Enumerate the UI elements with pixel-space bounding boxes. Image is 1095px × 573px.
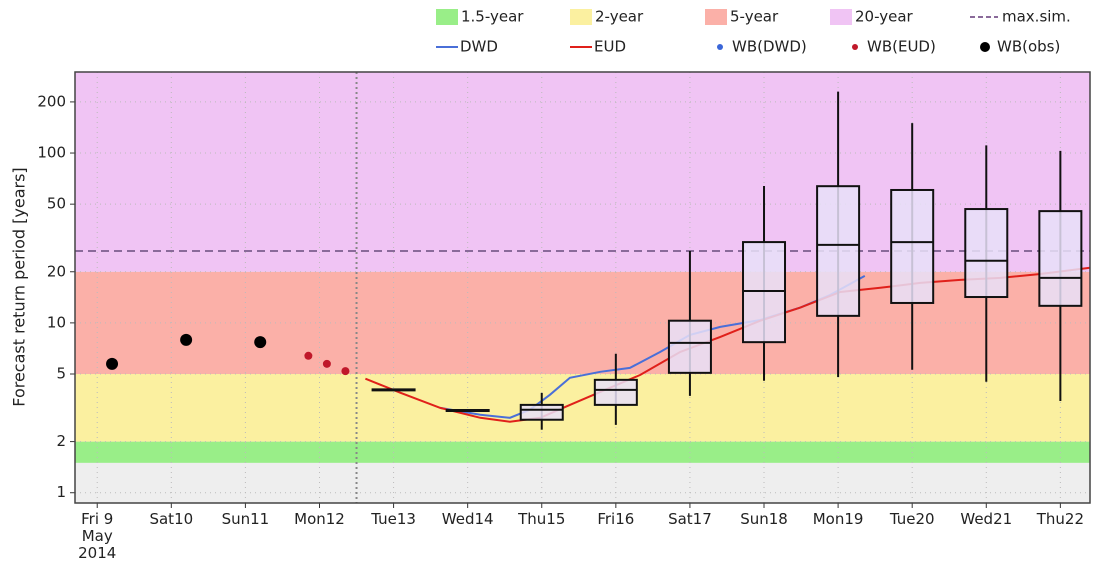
x-tick-label: Fri 9 May 2014 <box>78 510 116 562</box>
x-tick-label: Thu22 <box>1036 510 1084 528</box>
legend-swatch <box>717 44 723 50</box>
box <box>890 188 935 304</box>
plot-frame <box>74 71 1091 504</box>
x-tick-label: Fri16 <box>597 510 634 528</box>
legend-label: WB(EUD) <box>867 38 936 56</box>
x-tick-label: Tue13 <box>370 510 416 528</box>
y-tick-label: 2 <box>56 432 66 450</box>
x-tick-label: Wed21 <box>960 510 1012 528</box>
legend-swatch <box>436 9 458 25</box>
y-tick-label: 50 <box>47 195 66 213</box>
legend-label: 5-year <box>730 8 779 26</box>
legend-label: WB(obs) <box>997 38 1060 56</box>
y-tick-label: 1 <box>56 483 66 501</box>
x-tick-label: Sat17 <box>668 510 712 528</box>
point <box>180 333 193 346</box>
x-tick-label: Mon19 <box>813 510 864 528</box>
band <box>75 441 1090 463</box>
x-tick-label: Sat10 <box>149 510 193 528</box>
y-tick-label: 100 <box>37 144 66 162</box>
legend-label: 1.5-year <box>461 8 524 26</box>
legend-swatch <box>852 44 858 50</box>
legend-swatch <box>980 42 990 52</box>
point <box>254 336 267 349</box>
box <box>964 208 1009 299</box>
box <box>1038 210 1083 307</box>
box <box>667 319 712 374</box>
legend-label: DWD <box>460 38 498 56</box>
x-tick-label: Thu15 <box>517 510 565 528</box>
point <box>304 351 313 360</box>
x-tick-label: Wed14 <box>442 510 494 528</box>
box <box>742 241 787 344</box>
box <box>593 378 638 406</box>
x-tick-label: Sun11 <box>222 510 270 528</box>
point <box>341 367 350 376</box>
legend-swatch <box>570 9 592 25</box>
legend-swatch <box>830 9 852 25</box>
band <box>75 72 1090 272</box>
legend-label: WB(DWD) <box>732 38 807 56</box>
y-tick-label: 10 <box>47 313 66 331</box>
y-axis-label: Forecast return period [years] <box>10 167 29 406</box>
y-tick-label: 200 <box>37 92 66 110</box>
band <box>75 374 1090 442</box>
y-tick-label: 5 <box>56 365 66 383</box>
y-tick-label: 20 <box>47 262 66 280</box>
band <box>75 271 1090 375</box>
x-tick-label: Sun18 <box>740 510 788 528</box>
point <box>322 359 331 368</box>
legend-label: max.sim. <box>1002 8 1071 26</box>
box <box>816 185 861 317</box>
legend-label: 20-year <box>855 8 914 26</box>
x-tick-label: Tue20 <box>889 510 935 528</box>
legend-label: 2-year <box>595 8 644 26</box>
point <box>106 357 119 370</box>
box <box>519 403 564 421</box>
x-tick-label: Mon12 <box>294 510 345 528</box>
legend-label: EUD <box>594 38 626 56</box>
legend-swatch <box>705 9 727 25</box>
